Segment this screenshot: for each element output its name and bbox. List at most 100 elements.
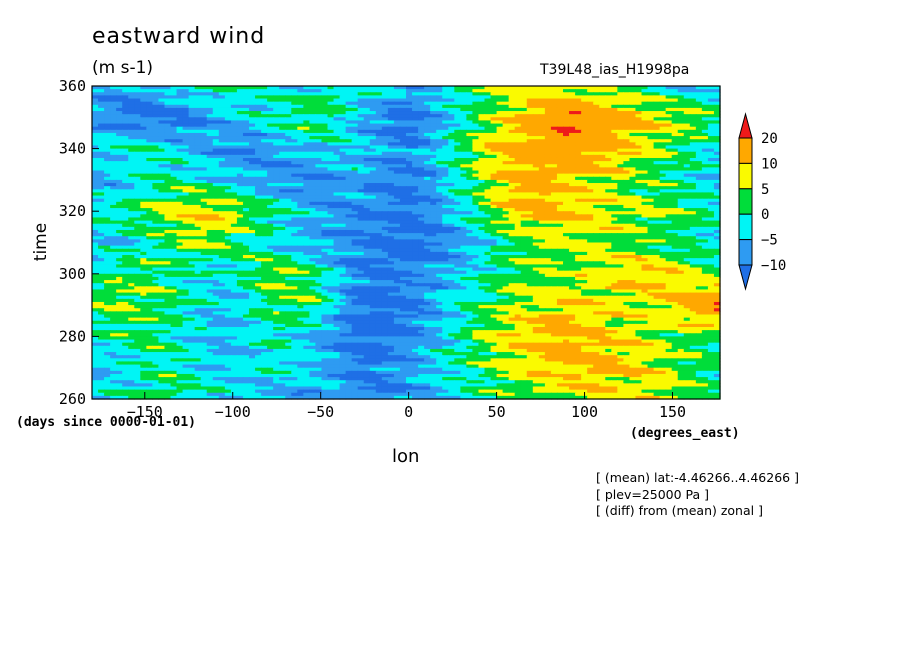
heatmap-cell [502, 117, 510, 122]
heatmap-cell [357, 198, 365, 203]
heatmap-cell [695, 148, 703, 153]
heatmap-cell [104, 129, 111, 134]
heatmap-cell [707, 107, 715, 112]
heatmap-cell [587, 139, 594, 143]
heatmap-cell [122, 145, 129, 150]
heatmap-cell [140, 204, 147, 209]
heatmap-cell [92, 233, 99, 237]
heatmap-cell [321, 186, 329, 190]
heatmap-cell [303, 179, 310, 184]
heatmap-cell [556, 208, 564, 212]
heatmap-cell [128, 139, 135, 143]
heatmap-cell [333, 220, 341, 225]
heatmap-cell [653, 89, 661, 93]
heatmap-cell [122, 214, 129, 219]
heatmap-cell [393, 173, 401, 178]
heatmap-cell [581, 107, 588, 112]
heatmap-cell [406, 179, 413, 184]
heatmap-cell [273, 92, 280, 96]
heatmap-cell [563, 183, 570, 187]
heatmap-cell [182, 114, 190, 118]
heatmap-cell [695, 208, 703, 212]
heatmap-cell [623, 217, 631, 222]
heatmap-cell [122, 229, 129, 234]
heatmap-cell [581, 192, 588, 197]
heatmap-cell [418, 101, 425, 106]
heatmap-cell [653, 233, 661, 237]
heatmap-cell [556, 86, 564, 90]
heatmap-cell [581, 126, 588, 131]
heatmap-cell [430, 164, 437, 168]
heatmap-cell [333, 151, 341, 156]
heatmap-cell [152, 148, 160, 153]
heatmap-cell [593, 101, 600, 106]
heatmap-cell [575, 104, 582, 109]
heatmap-cell [393, 223, 401, 228]
heatmap-cell [351, 145, 359, 150]
heatmap-cell [273, 120, 280, 125]
heatmap-cell [502, 201, 510, 206]
heatmap-cell [242, 114, 250, 118]
heatmap-cell [442, 123, 449, 128]
heatmap-cell [182, 142, 190, 147]
heatmap-cell [677, 95, 685, 100]
heatmap-cell [448, 104, 455, 109]
heatmap-cell [593, 164, 600, 168]
heatmap-cell [575, 107, 582, 112]
heatmap-cell [653, 126, 661, 131]
heatmap-cell [653, 139, 661, 143]
heatmap-cell [659, 161, 667, 165]
heatmap-cell [520, 208, 528, 212]
heatmap-cell [659, 214, 667, 219]
heatmap-cell [351, 198, 359, 203]
heatmap-cell [496, 217, 504, 222]
heatmap-cell [309, 198, 317, 203]
heatmap-cell [544, 217, 552, 222]
heatmap-cell [261, 161, 268, 165]
heatmap-cell [532, 148, 540, 153]
heatmap-cell [556, 142, 564, 147]
heatmap-cell [647, 167, 655, 172]
heatmap-cell [369, 92, 377, 96]
heatmap-cell [689, 151, 697, 156]
heatmap-cell [242, 89, 250, 93]
heatmap-cell [623, 179, 631, 184]
heatmap-cell [635, 104, 643, 109]
heatmap-cell [134, 167, 141, 172]
heatmap-cell [375, 201, 383, 206]
heatmap-cell [671, 117, 679, 122]
heatmap-cell [569, 98, 576, 103]
heatmap-cell [641, 164, 649, 168]
heatmap-cell [478, 123, 486, 128]
heatmap-cell [200, 86, 208, 90]
heatmap-cell [146, 201, 153, 206]
heatmap-cell [532, 170, 540, 175]
heatmap-cell [273, 192, 280, 197]
heatmap-cell [188, 95, 196, 100]
heatmap-cell [484, 189, 492, 194]
heatmap-cell [363, 95, 371, 100]
heatmap-cell [502, 95, 510, 100]
heatmap-cell [418, 217, 425, 222]
heatmap-cell [206, 142, 214, 147]
heatmap-cell [321, 101, 329, 106]
heatmap-cell [701, 136, 709, 140]
heatmap-cell [134, 173, 141, 178]
heatmap-cell [544, 98, 552, 103]
heatmap-cell [224, 148, 232, 153]
heatmap-cell [110, 201, 117, 206]
heatmap-cell [454, 189, 461, 194]
heatmap-cell [611, 139, 618, 143]
heatmap-cell [357, 89, 365, 93]
heatmap-cell [363, 195, 371, 200]
heatmap-cell [206, 170, 214, 175]
heatmap-cell [128, 173, 135, 178]
heatmap-cell [122, 186, 129, 190]
heatmap-cell [255, 139, 262, 143]
heatmap-cell [140, 179, 147, 184]
heatmap-cell [206, 204, 214, 209]
heatmap-cell [387, 217, 395, 222]
heatmap-cell [92, 95, 99, 100]
heatmap-cell [399, 136, 407, 140]
heatmap-cell [327, 229, 335, 234]
